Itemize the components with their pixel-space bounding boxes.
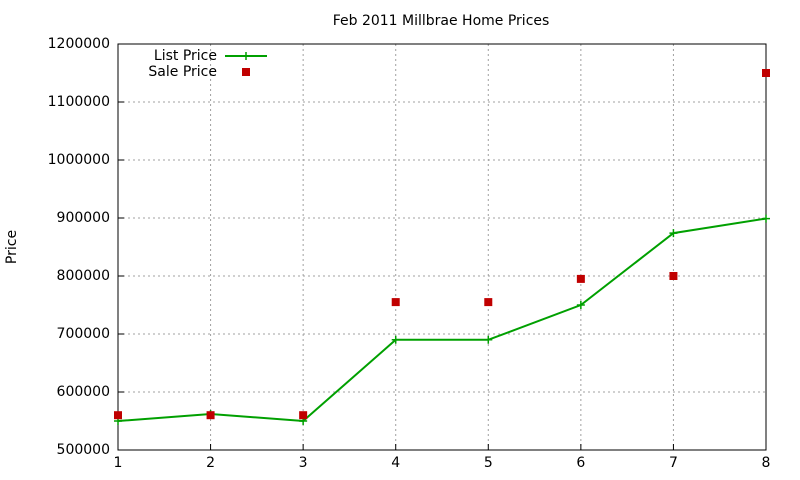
data-point: [484, 335, 493, 344]
x-tick-label: 1: [114, 455, 123, 471]
x-tick-label: 7: [669, 455, 678, 471]
x-tick-label: 3: [299, 455, 308, 471]
y-tick-label: 500000: [57, 442, 110, 458]
data-point: [576, 274, 585, 283]
y-tick-label: 1000000: [48, 152, 110, 168]
legend-swatch: [242, 52, 250, 60]
data-point: [391, 335, 400, 344]
legend-label: Sale Price: [148, 64, 217, 80]
data-point: [762, 69, 770, 77]
y-tick-label: 1100000: [48, 94, 110, 110]
legend-swatch: [242, 68, 250, 76]
y-tick-label: 700000: [57, 326, 110, 342]
data-point: [762, 214, 770, 223]
x-tick-label: 6: [576, 455, 585, 471]
data-point: [669, 272, 678, 280]
data-point: [576, 301, 585, 309]
data-point: [669, 229, 678, 238]
y-tick-label: 600000: [57, 384, 110, 400]
data-point: [206, 411, 215, 420]
y-axis-label: Price: [4, 230, 20, 264]
y-tick-label: 900000: [57, 210, 110, 226]
legend-label: List Price: [154, 48, 217, 64]
y-tick-label: 800000: [57, 268, 110, 284]
series-line: [117, 217, 767, 423]
x-tick-label: 2: [206, 455, 215, 471]
y-tick-label: 1200000: [48, 36, 110, 52]
x-tick-label: 8: [762, 455, 771, 471]
plot-frame: [117, 43, 767, 451]
data-point: [391, 298, 400, 307]
data-point: [299, 411, 308, 420]
x-tick-label: 4: [391, 455, 400, 471]
data-point: [484, 298, 493, 307]
chart-title: Feb 2011 Millbrae Home Prices: [333, 13, 550, 29]
x-tick-label: 5: [484, 455, 493, 471]
data-point: [114, 411, 122, 420]
